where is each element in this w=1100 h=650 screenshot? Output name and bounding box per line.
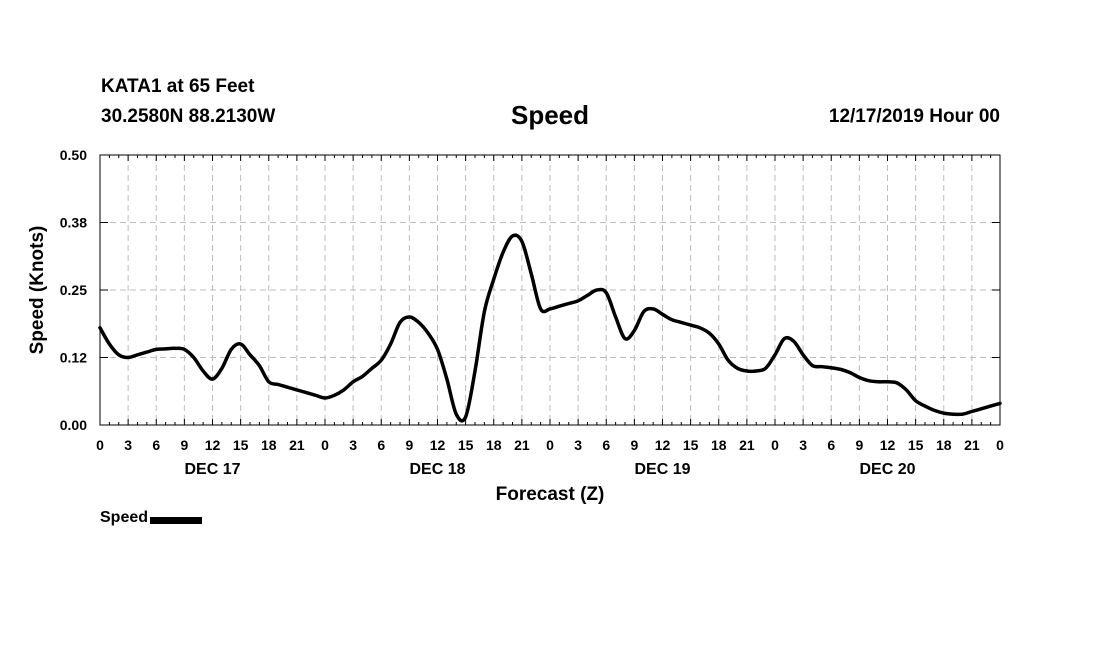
coordinates-label: 30.2580N 88.2130W [101, 106, 276, 127]
x-tick-label: 0 [996, 437, 1004, 453]
x-tick-label: 0 [321, 437, 329, 453]
x-tick-label: 6 [827, 437, 835, 453]
y-tick-label: 0.25 [60, 282, 87, 298]
x-tick-label: 12 [880, 437, 896, 453]
x-tick-label: 18 [261, 437, 277, 453]
x-tick-label: 0 [96, 437, 104, 453]
x-tick-label: 9 [855, 437, 863, 453]
x-tick-label: 3 [124, 437, 132, 453]
x-tick-label: 9 [180, 437, 188, 453]
plot-frame [99, 154, 1001, 426]
day-label: DEC 17 [184, 461, 240, 478]
x-tick-label: 6 [602, 437, 610, 453]
chart-title: Speed [510, 100, 590, 130]
forecast-timestamp: 12/17/2019 Hour 00 [828, 106, 1000, 127]
x-tick-label: 3 [574, 437, 582, 453]
x-tick-label: 3 [349, 437, 357, 453]
x-tick-label: 12 [430, 437, 446, 453]
x-tick-label: 18 [486, 437, 502, 453]
day-label: DEC 20 [859, 461, 915, 478]
y-tick-label: 0.38 [60, 215, 87, 231]
legend: Speed [100, 509, 203, 527]
y-tick-label: 0.12 [60, 350, 87, 366]
x-tick-label: 3 [799, 437, 807, 453]
x-tick-label: 21 [514, 437, 530, 453]
x-tick-label: 15 [908, 437, 924, 453]
y-axis-label: Speed (Knots) [27, 226, 48, 355]
station-label: KATA1 at 65 Feet [101, 76, 255, 97]
x-tick-label: 15 [233, 437, 249, 453]
y-tick-label: 0.00 [60, 417, 87, 433]
day-label: DEC 18 [409, 461, 465, 478]
x-tick-label: 9 [405, 437, 413, 453]
x-tick-label: 15 [458, 437, 474, 453]
x-tick-label: 6 [152, 437, 160, 453]
speed-series-line [98, 233, 1002, 423]
x-tick-label: 0 [771, 437, 779, 453]
x-tick-label: 12 [205, 437, 221, 453]
legend-label: Speed [100, 509, 149, 526]
x-tick-label: 9 [630, 437, 638, 453]
day-label: DEC 19 [634, 461, 690, 478]
x-tick-label: 18 [936, 437, 952, 453]
y-tick-label: 0.50 [60, 147, 87, 163]
x-tick-label: 12 [655, 437, 671, 453]
x-tick-label: 21 [964, 437, 980, 453]
x-tick-label: 6 [377, 437, 385, 453]
x-tick-label: 21 [289, 437, 305, 453]
legend-line-swatch [150, 516, 203, 524]
x-tick-label: 18 [711, 437, 727, 453]
x-tick-label: 15 [683, 437, 699, 453]
x-tick-label: 21 [739, 437, 755, 453]
x-axis-label: Forecast (Z) [496, 484, 605, 505]
x-tick-label: 0 [546, 437, 554, 453]
